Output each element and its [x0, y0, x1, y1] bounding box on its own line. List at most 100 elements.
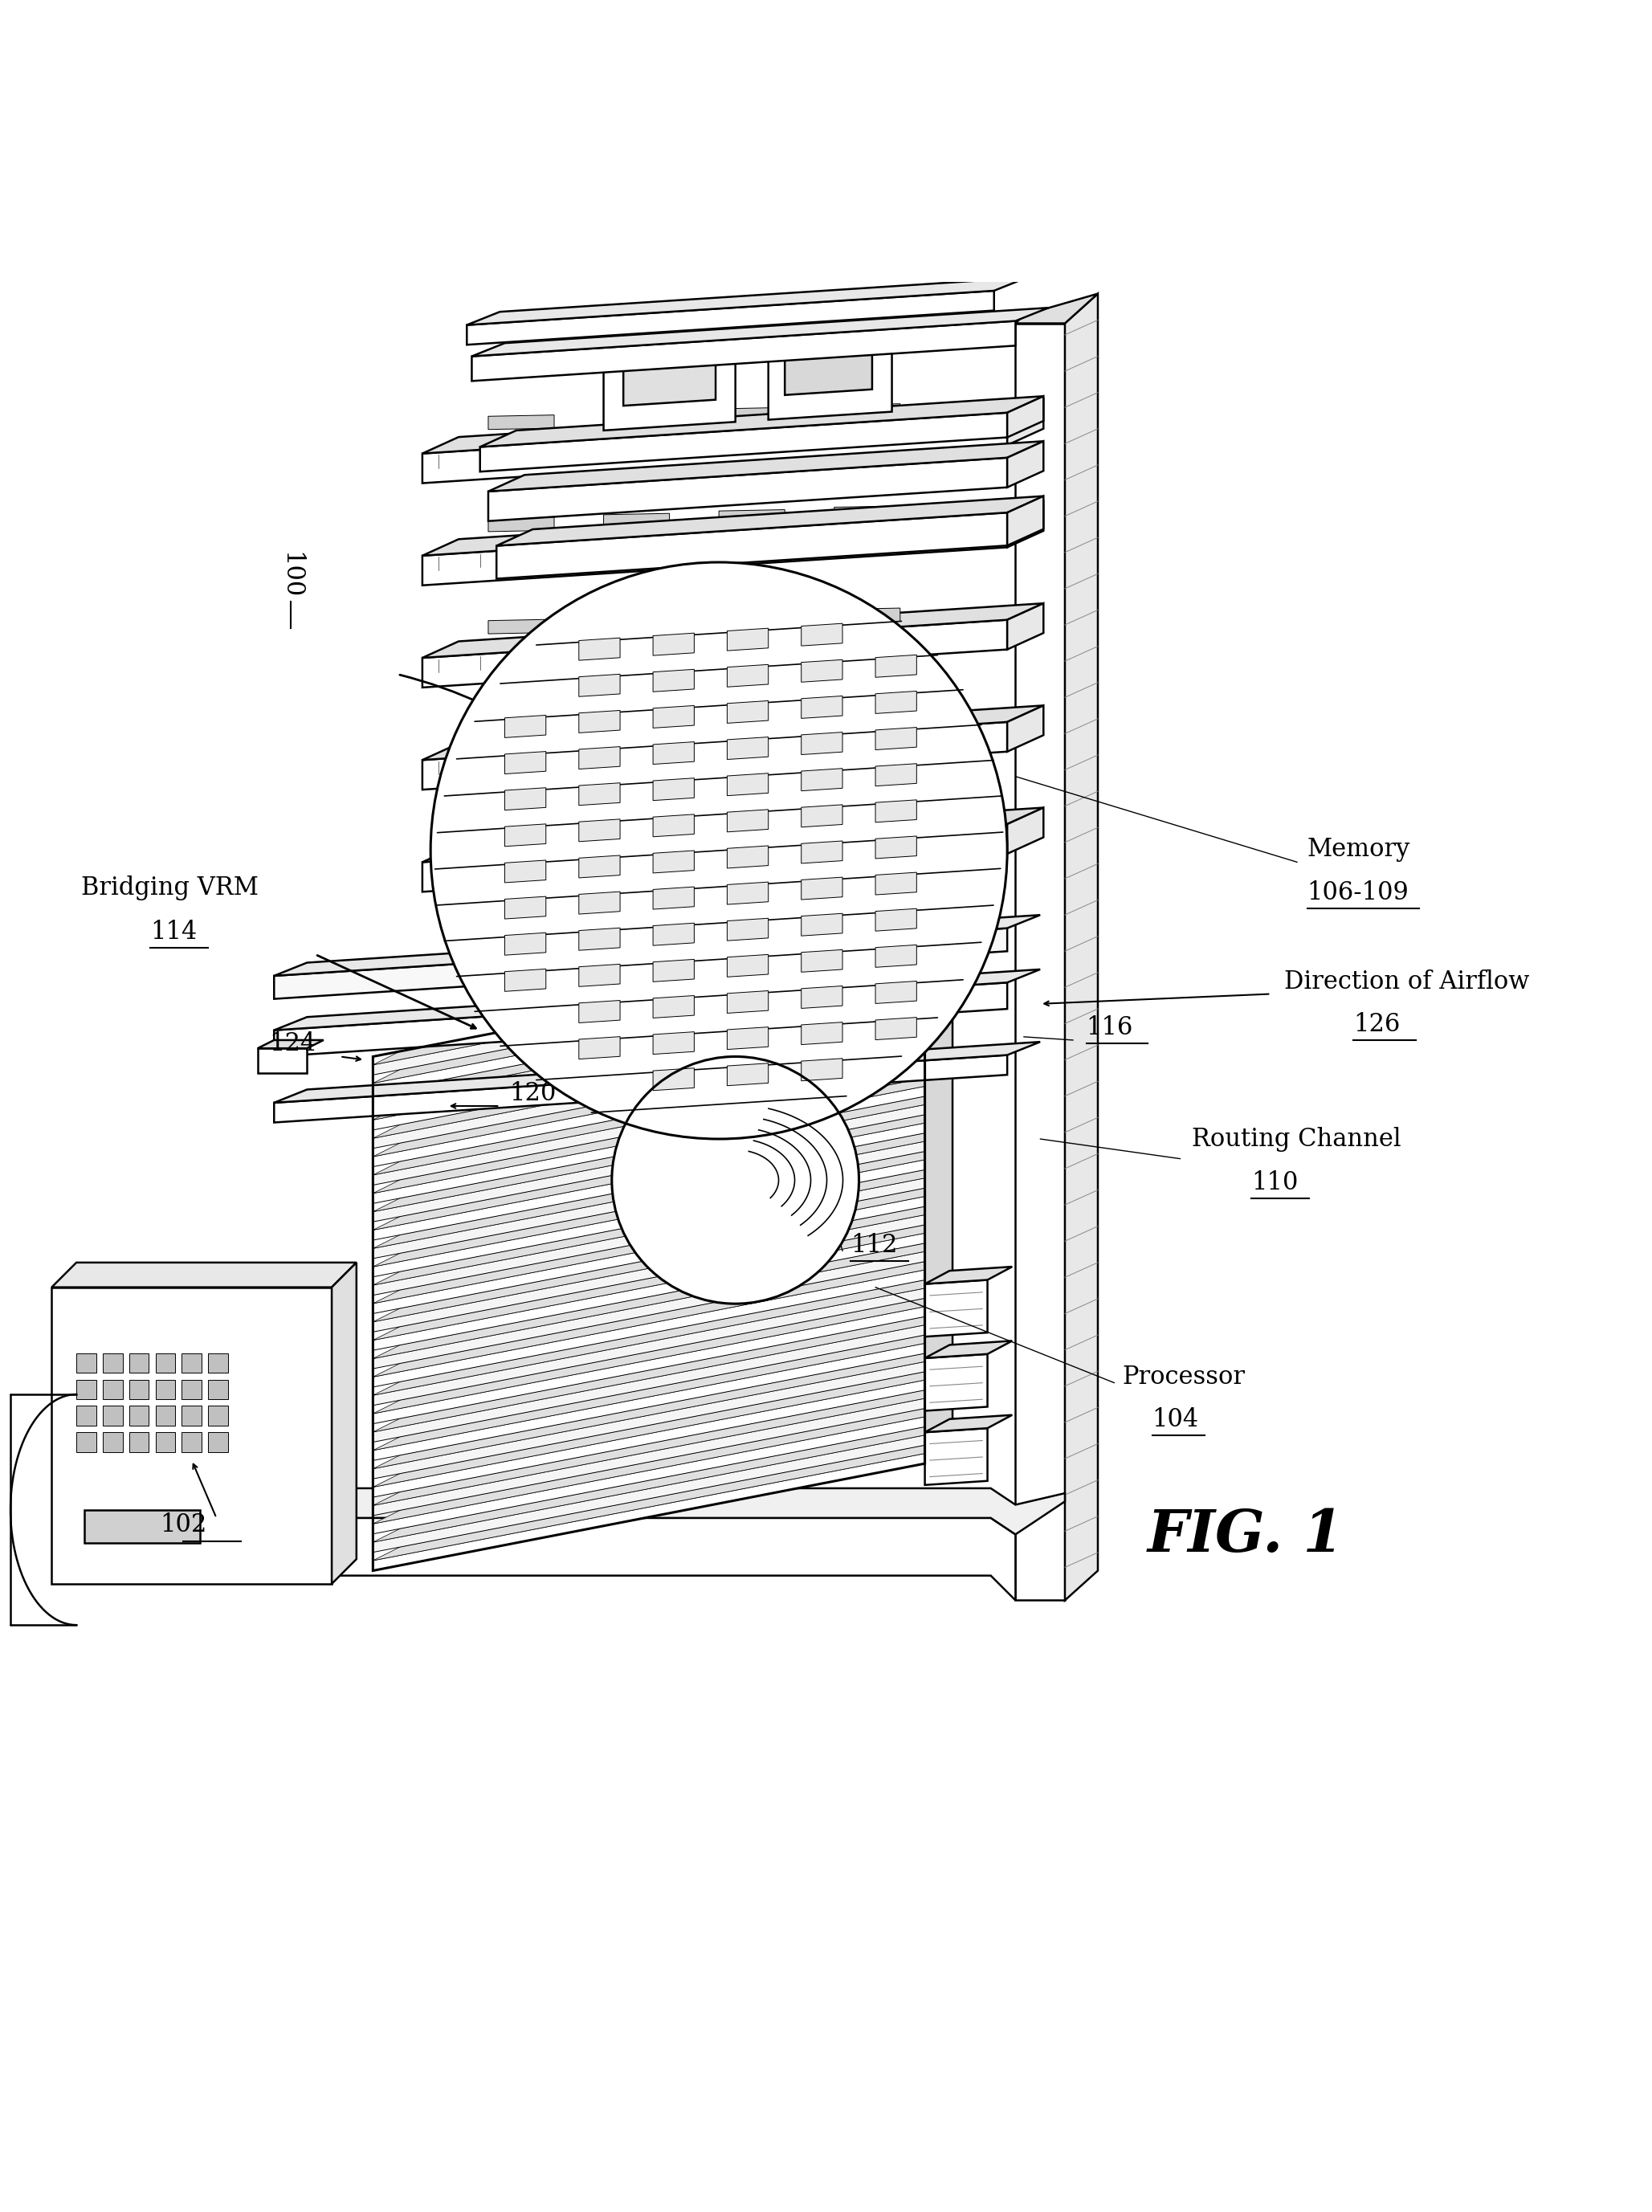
- Text: 100: 100: [278, 551, 302, 599]
- Polygon shape: [373, 1141, 925, 1259]
- Polygon shape: [834, 405, 900, 418]
- Text: FIG. 1: FIG. 1: [1146, 1506, 1343, 1564]
- Polygon shape: [1008, 502, 1044, 546]
- Polygon shape: [719, 407, 785, 422]
- Polygon shape: [468, 276, 1028, 325]
- Polygon shape: [876, 801, 917, 823]
- Polygon shape: [472, 321, 1016, 380]
- Polygon shape: [155, 1380, 175, 1400]
- Polygon shape: [876, 1018, 917, 1040]
- Polygon shape: [373, 962, 953, 1084]
- Polygon shape: [497, 495, 1044, 546]
- Polygon shape: [578, 964, 620, 987]
- Polygon shape: [51, 1287, 332, 1584]
- Polygon shape: [801, 805, 843, 827]
- Polygon shape: [603, 332, 735, 431]
- Text: Routing Channel: Routing Channel: [1191, 1128, 1401, 1152]
- Polygon shape: [603, 615, 669, 630]
- Polygon shape: [208, 1354, 228, 1374]
- Polygon shape: [801, 732, 843, 754]
- Text: Bridging VRM: Bridging VRM: [81, 876, 259, 900]
- Polygon shape: [373, 1252, 925, 1369]
- Polygon shape: [373, 1164, 953, 1285]
- Polygon shape: [801, 841, 843, 863]
- Polygon shape: [876, 836, 917, 858]
- Polygon shape: [653, 922, 694, 945]
- Polygon shape: [423, 825, 1008, 891]
- Polygon shape: [129, 1380, 149, 1400]
- Polygon shape: [373, 1256, 953, 1376]
- Polygon shape: [373, 1159, 925, 1276]
- Polygon shape: [155, 1407, 175, 1427]
- Polygon shape: [785, 336, 872, 396]
- Polygon shape: [84, 1517, 1016, 1599]
- Text: 116: 116: [1087, 1015, 1133, 1040]
- Polygon shape: [373, 1274, 953, 1396]
- Polygon shape: [489, 440, 1044, 491]
- Polygon shape: [51, 1263, 357, 1287]
- Polygon shape: [506, 823, 545, 847]
- Polygon shape: [373, 1018, 953, 1139]
- Polygon shape: [129, 1407, 149, 1427]
- Polygon shape: [1008, 495, 1044, 546]
- Polygon shape: [373, 1312, 953, 1431]
- Polygon shape: [489, 458, 1008, 522]
- Polygon shape: [472, 307, 1049, 356]
- Polygon shape: [727, 1026, 768, 1048]
- Polygon shape: [727, 628, 768, 650]
- Polygon shape: [801, 949, 843, 971]
- Polygon shape: [578, 927, 620, 951]
- Polygon shape: [506, 714, 545, 737]
- Polygon shape: [373, 1239, 953, 1358]
- Polygon shape: [155, 1431, 175, 1451]
- Polygon shape: [373, 1128, 953, 1248]
- Text: Processor: Processor: [1123, 1365, 1246, 1389]
- Polygon shape: [373, 1104, 925, 1221]
- Polygon shape: [373, 1000, 953, 1119]
- Polygon shape: [801, 878, 843, 900]
- Polygon shape: [653, 814, 694, 836]
- Polygon shape: [182, 1431, 202, 1451]
- Polygon shape: [182, 1354, 202, 1374]
- Polygon shape: [719, 816, 785, 830]
- Polygon shape: [1008, 706, 1044, 752]
- Polygon shape: [727, 956, 768, 978]
- Polygon shape: [481, 396, 1044, 447]
- Polygon shape: [373, 1091, 953, 1212]
- Polygon shape: [373, 1329, 953, 1451]
- Polygon shape: [468, 290, 995, 345]
- Polygon shape: [208, 1380, 228, 1400]
- Polygon shape: [506, 860, 545, 883]
- Polygon shape: [373, 1048, 925, 1166]
- Polygon shape: [578, 637, 620, 661]
- Polygon shape: [834, 507, 900, 520]
- Polygon shape: [373, 1343, 925, 1460]
- Text: 114: 114: [150, 920, 197, 945]
- Polygon shape: [727, 845, 768, 867]
- Polygon shape: [925, 1267, 1013, 1283]
- Polygon shape: [423, 502, 1044, 555]
- Polygon shape: [506, 752, 545, 774]
- Polygon shape: [727, 774, 768, 796]
- Polygon shape: [578, 1000, 620, 1022]
- Polygon shape: [727, 991, 768, 1013]
- Polygon shape: [76, 1354, 96, 1374]
- Polygon shape: [129, 1431, 149, 1451]
- Polygon shape: [768, 325, 892, 420]
- Polygon shape: [834, 710, 900, 726]
- Polygon shape: [423, 721, 1008, 790]
- Text: 106-109: 106-109: [1307, 880, 1409, 905]
- Polygon shape: [876, 655, 917, 677]
- Polygon shape: [623, 343, 715, 405]
- Polygon shape: [925, 1340, 1013, 1358]
- Polygon shape: [423, 807, 1044, 863]
- Polygon shape: [727, 737, 768, 759]
- Polygon shape: [603, 411, 669, 425]
- Polygon shape: [423, 398, 1044, 453]
- Polygon shape: [727, 701, 768, 723]
- Polygon shape: [373, 1367, 953, 1486]
- Polygon shape: [506, 787, 545, 810]
- Polygon shape: [373, 1363, 925, 1480]
- Polygon shape: [102, 1380, 122, 1400]
- Polygon shape: [603, 717, 669, 732]
